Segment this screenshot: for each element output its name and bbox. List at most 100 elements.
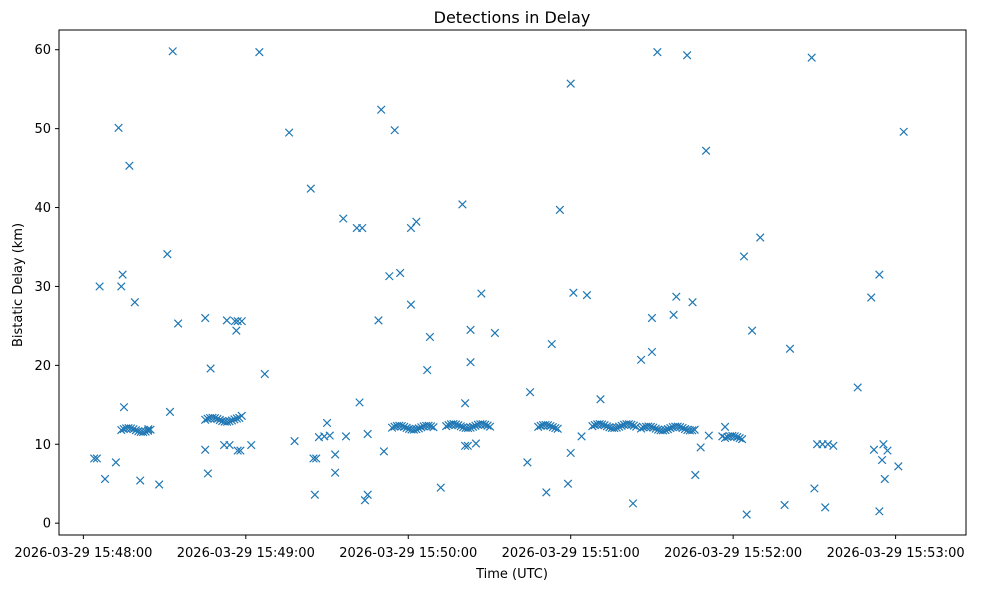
data-point-marker bbox=[485, 422, 495, 431]
data-point-marker bbox=[600, 421, 609, 430]
data-point-marker bbox=[118, 270, 127, 279]
data-point-marker bbox=[232, 414, 242, 423]
data-point-marker bbox=[663, 424, 673, 434]
data-point-marker bbox=[424, 421, 433, 430]
data-point-marker bbox=[466, 423, 475, 432]
data-point-marker bbox=[284, 128, 294, 137]
data-point-marker bbox=[230, 415, 239, 424]
y-tick-label: 40 bbox=[34, 201, 51, 216]
data-point-marker bbox=[785, 344, 795, 354]
data-point-marker bbox=[673, 422, 682, 431]
data-point-marker bbox=[732, 432, 742, 442]
x-tick-label: 2026-03-29 15:51:00 bbox=[502, 546, 640, 561]
data-point-marker bbox=[114, 123, 123, 133]
data-point-marker bbox=[582, 290, 592, 300]
data-point-marker bbox=[471, 421, 480, 430]
data-point-marker bbox=[875, 270, 884, 279]
data-point-marker bbox=[95, 282, 104, 291]
data-point-marker bbox=[330, 450, 340, 459]
data-point-marker bbox=[203, 469, 213, 478]
data-point-marker bbox=[247, 440, 256, 450]
data-point-marker bbox=[555, 205, 565, 215]
data-point-marker bbox=[647, 347, 657, 357]
y-tick-label: 20 bbox=[34, 359, 51, 374]
data-point-marker bbox=[730, 432, 740, 441]
data-point-marker bbox=[458, 200, 467, 209]
data-point-marker bbox=[390, 125, 399, 135]
data-point-marker bbox=[624, 419, 634, 429]
data-point-marker bbox=[682, 51, 692, 60]
data-point-marker bbox=[672, 292, 681, 301]
y-axis-label: Bistatic Delay (km) bbox=[11, 223, 26, 347]
data-point-marker bbox=[820, 503, 830, 512]
data-point-marker bbox=[810, 484, 819, 493]
data-point-marker bbox=[100, 474, 110, 484]
data-point-marker bbox=[451, 420, 461, 429]
data-point-marker bbox=[720, 433, 730, 443]
data-point-marker bbox=[412, 217, 421, 226]
data-point-marker bbox=[658, 426, 668, 435]
data-point-marker bbox=[222, 417, 232, 426]
data-point-marker bbox=[143, 426, 153, 435]
data-point-marker bbox=[629, 421, 639, 430]
data-point-marker bbox=[117, 282, 126, 291]
data-point-marker bbox=[720, 422, 730, 432]
data-point-marker bbox=[165, 407, 175, 417]
data-point-marker bbox=[235, 413, 244, 423]
data-point-marker bbox=[146, 425, 155, 434]
data-point-marker bbox=[807, 53, 816, 62]
data-point-marker bbox=[853, 383, 862, 392]
data-point-marker bbox=[208, 413, 217, 423]
data-point-marker bbox=[130, 298, 140, 307]
data-point-marker bbox=[588, 421, 597, 431]
data-point-marker bbox=[542, 488, 551, 497]
data-point-marker bbox=[131, 426, 141, 435]
data-point-marker bbox=[355, 398, 364, 407]
data-point-marker bbox=[678, 423, 687, 433]
data-point-marker bbox=[880, 474, 890, 484]
data-point-marker bbox=[119, 402, 129, 412]
data-point-marker bbox=[483, 421, 492, 430]
x-tick-label: 2026-03-29 15:53:00 bbox=[827, 546, 965, 561]
data-point-marker bbox=[227, 416, 237, 425]
data-point-marker bbox=[325, 431, 334, 440]
data-point-marker bbox=[237, 316, 246, 326]
data-point-marker bbox=[541, 420, 550, 430]
data-point-marker bbox=[628, 499, 638, 508]
data-point-marker bbox=[89, 454, 99, 463]
data-point-marker bbox=[330, 468, 340, 477]
data-point-marker bbox=[595, 419, 604, 429]
data-point-marker bbox=[163, 249, 172, 259]
data-point-marker bbox=[480, 420, 490, 429]
data-point-marker bbox=[735, 433, 744, 443]
y-tick-label: 10 bbox=[34, 438, 51, 453]
data-point-marker bbox=[402, 423, 411, 433]
data-point-marker bbox=[596, 395, 605, 404]
data-point-marker bbox=[233, 316, 242, 326]
y-tick-label: 50 bbox=[34, 122, 51, 137]
data-point-marker bbox=[360, 496, 370, 505]
data-point-marker bbox=[414, 424, 424, 433]
data-point-marker bbox=[612, 423, 621, 432]
data-point-marker bbox=[468, 422, 478, 431]
data-point-marker bbox=[563, 479, 573, 488]
x-tick-label: 2026-03-29 15:48:00 bbox=[14, 546, 152, 561]
data-point-marker bbox=[632, 422, 641, 431]
data-point-marker bbox=[213, 414, 222, 424]
data-point-marker bbox=[651, 424, 660, 433]
data-point-marker bbox=[374, 316, 383, 325]
data-point-marker bbox=[225, 417, 234, 426]
data-point-marker bbox=[233, 446, 242, 455]
data-point-marker bbox=[547, 339, 556, 349]
data-point-marker bbox=[869, 445, 879, 455]
data-point-marker bbox=[135, 476, 145, 485]
data-point-marker bbox=[141, 427, 150, 436]
data-point-marker bbox=[92, 454, 102, 463]
data-point-marker bbox=[387, 423, 397, 432]
data-point-marker bbox=[701, 146, 711, 155]
data-point-marker bbox=[255, 47, 264, 57]
data-point-marker bbox=[533, 422, 543, 432]
data-point-marker bbox=[543, 421, 553, 430]
data-point-marker bbox=[597, 420, 607, 429]
